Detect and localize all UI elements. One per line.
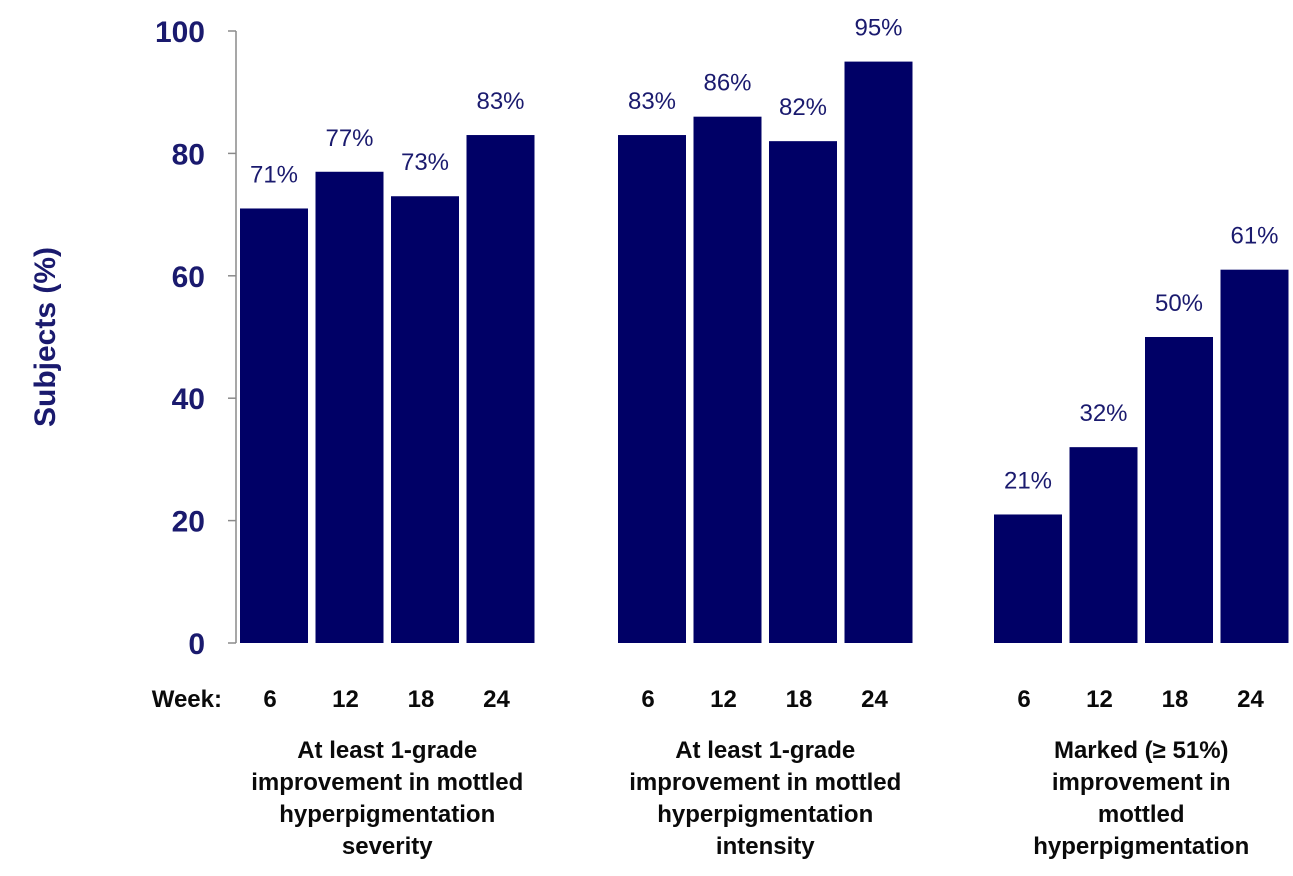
bar (315, 171, 384, 643)
data-label: 95% (854, 15, 902, 42)
bar (466, 135, 535, 644)
y-tick-label: 0 (188, 628, 205, 661)
bar (618, 135, 686, 644)
data-label: 73% (401, 149, 449, 176)
group-label-line: Marked (≥ 51%) (1054, 737, 1229, 764)
group-label-line: At least 1-grade (675, 737, 855, 764)
group-label-line: improvement in (1052, 769, 1231, 796)
data-label: 77% (325, 125, 373, 152)
data-label: 32% (1079, 400, 1127, 427)
bar (1145, 337, 1213, 643)
y-axis-label: Subjects (%) (29, 247, 62, 427)
data-label: 86% (703, 70, 751, 97)
group-label-line: At least 1-grade (297, 737, 477, 764)
data-label: 21% (1004, 467, 1052, 494)
axes: 0 20 40 60 80 100 Subjects (%) (29, 16, 237, 661)
data-label: 82% (779, 94, 827, 121)
data-label: 61% (1230, 223, 1278, 250)
x-tick-label: 12 (1086, 686, 1113, 713)
data-label: 71% (250, 161, 298, 188)
group-label-line: intensity (716, 833, 815, 860)
y-tick-label: 100 (155, 16, 205, 49)
group-label-line: hyperpigmentation (657, 801, 873, 828)
y-tick-label: 80 (172, 138, 205, 171)
x-tick-label: 12 (710, 686, 737, 713)
bars (240, 61, 1289, 644)
x-tick-label: 24 (1237, 686, 1264, 713)
x-tick-label: 6 (641, 686, 654, 713)
group-label-line: mottled (1098, 801, 1185, 828)
x-tick-label: 18 (1162, 686, 1189, 713)
x-tick-label: 12 (332, 686, 359, 713)
data-label: 50% (1155, 290, 1203, 317)
x-tick-label: 6 (263, 686, 276, 713)
x-prefix-label: Week: (152, 686, 222, 713)
bar (240, 208, 308, 644)
data-label: 83% (476, 88, 524, 115)
y-tick-label: 40 (172, 383, 205, 416)
group-label-line: hyperpigmentation (279, 801, 495, 828)
group-label-line: improvement in mottled (251, 769, 523, 796)
data-label: 83% (628, 88, 676, 115)
x-tick-label: 24 (483, 686, 510, 713)
bar (1069, 447, 1138, 643)
bar (994, 514, 1062, 643)
bar (769, 141, 837, 643)
x-tick-label: 18 (786, 686, 813, 713)
bar (844, 61, 913, 644)
x-tick-label: 6 (1017, 686, 1030, 713)
y-tick-label: 60 (172, 261, 205, 294)
bar (693, 116, 762, 644)
y-tick-label: 20 (172, 506, 205, 539)
group-label-line: improvement in mottled (629, 769, 901, 796)
bar (391, 196, 459, 644)
bar (1220, 269, 1289, 643)
x-tick-label: 18 (408, 686, 435, 713)
group-label-line: severity (342, 833, 433, 860)
group-label-line: hyperpigmentation (1033, 833, 1249, 860)
x-tick-label: 24 (861, 686, 888, 713)
